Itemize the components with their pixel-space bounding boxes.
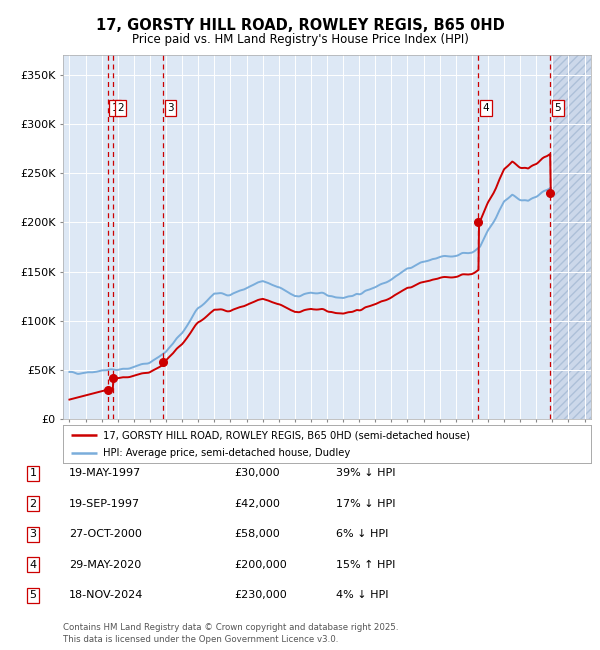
Text: 19-SEP-1997: 19-SEP-1997 <box>69 499 140 509</box>
Text: 2: 2 <box>29 499 37 509</box>
Text: £230,000: £230,000 <box>234 590 287 601</box>
Text: 5: 5 <box>29 590 37 601</box>
Text: 1: 1 <box>112 103 118 113</box>
Text: 6% ↓ HPI: 6% ↓ HPI <box>336 529 388 539</box>
Text: £200,000: £200,000 <box>234 560 287 570</box>
Bar <box>553 55 591 419</box>
Text: Contains HM Land Registry data © Crown copyright and database right 2025.
This d: Contains HM Land Registry data © Crown c… <box>63 623 398 644</box>
Text: 29-MAY-2020: 29-MAY-2020 <box>69 560 141 570</box>
Text: 4: 4 <box>29 560 37 570</box>
Text: 19-MAY-1997: 19-MAY-1997 <box>69 468 141 478</box>
Text: 3: 3 <box>167 103 174 113</box>
Text: £42,000: £42,000 <box>234 499 280 509</box>
Text: 2: 2 <box>117 103 124 113</box>
Text: 3: 3 <box>29 529 37 539</box>
Text: £58,000: £58,000 <box>234 529 280 539</box>
Text: 17, GORSTY HILL ROAD, ROWLEY REGIS, B65 0HD (semi-detached house): 17, GORSTY HILL ROAD, ROWLEY REGIS, B65 … <box>103 430 470 440</box>
Text: £30,000: £30,000 <box>234 468 280 478</box>
Text: 1: 1 <box>29 468 37 478</box>
Text: 39% ↓ HPI: 39% ↓ HPI <box>336 468 395 478</box>
Text: 4% ↓ HPI: 4% ↓ HPI <box>336 590 389 601</box>
Text: HPI: Average price, semi-detached house, Dudley: HPI: Average price, semi-detached house,… <box>103 448 350 458</box>
Text: 17, GORSTY HILL ROAD, ROWLEY REGIS, B65 0HD: 17, GORSTY HILL ROAD, ROWLEY REGIS, B65 … <box>95 18 505 33</box>
Text: 5: 5 <box>554 103 561 113</box>
Text: 27-OCT-2000: 27-OCT-2000 <box>69 529 142 539</box>
Text: 15% ↑ HPI: 15% ↑ HPI <box>336 560 395 570</box>
Text: 17% ↓ HPI: 17% ↓ HPI <box>336 499 395 509</box>
Text: 4: 4 <box>482 103 489 113</box>
Text: 18-NOV-2024: 18-NOV-2024 <box>69 590 143 601</box>
Text: Price paid vs. HM Land Registry's House Price Index (HPI): Price paid vs. HM Land Registry's House … <box>131 32 469 46</box>
